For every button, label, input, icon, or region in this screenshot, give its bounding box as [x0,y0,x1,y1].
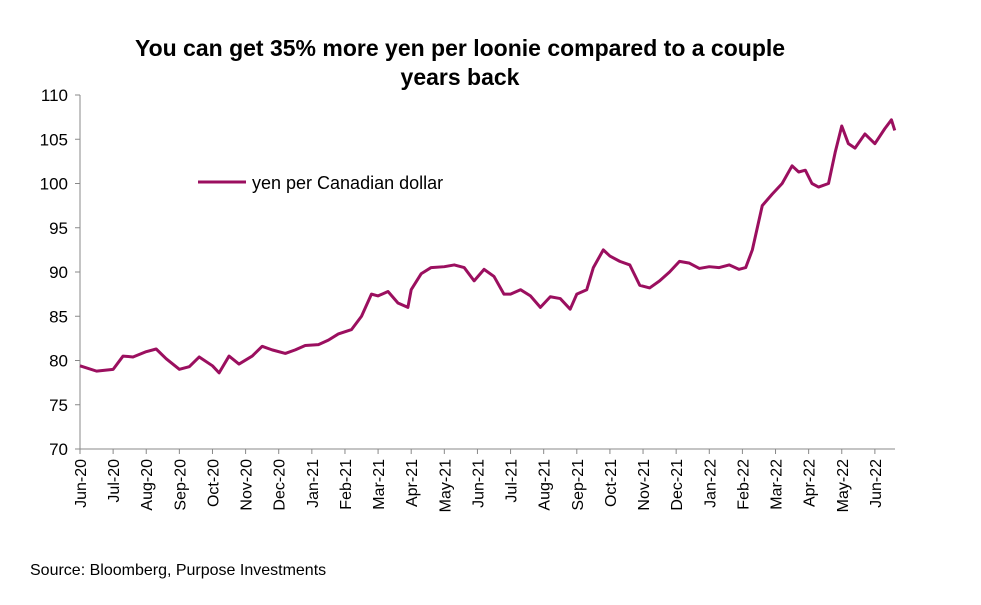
y-tick-label: 105 [40,130,68,149]
x-tick-label: Feb-22 [735,459,752,510]
x-tick-label: Dec-21 [669,459,686,511]
x-tick-label: Aug-21 [537,459,554,511]
x-tick-label: Mar-21 [371,459,388,510]
x-tick-label: May-21 [437,459,454,512]
y-tick-label: 95 [49,219,68,238]
x-tick-label: Apr-21 [404,459,421,507]
legend-label: yen per Canadian dollar [252,173,443,193]
y-tick-label: 75 [49,396,68,415]
x-tick-label: Jul-21 [504,459,521,503]
x-tick-label: Mar-22 [769,459,786,510]
x-tick-label: Oct-21 [603,459,620,507]
source-note: Source: Bloomberg, Purpose Investments [30,562,327,579]
x-tick-label: Sep-20 [172,459,189,511]
series-line [79,118,897,375]
x-tick-label: Jan-22 [702,459,719,508]
y-tick-label: 90 [49,263,68,282]
x-tick-label: Sep-21 [570,459,587,511]
x-tick-label: Jul-20 [106,459,123,503]
x-tick-label: Aug-20 [139,459,156,511]
x-tick-label: Oct-20 [205,459,222,507]
x-tick-label: Nov-21 [636,459,653,511]
y-tick-label: 80 [49,352,68,371]
x-tick-label: Feb-21 [338,459,355,510]
y-tick-label: 70 [49,440,68,459]
x-tick-label: Jun-20 [73,459,90,508]
y-tick-label: 110 [41,86,68,105]
chart-title: You can get 35% more yen per loonie comp… [134,35,786,90]
x-tick-label: Jun-22 [868,459,885,508]
y-tick-label: 85 [49,307,68,326]
x-tick-label: Nov-20 [239,459,256,511]
y-tick-label: 100 [40,175,68,194]
x-tick-label: Dec-20 [272,459,289,511]
x-tick-label: Jun-21 [470,459,487,508]
x-tick-label: Apr-22 [802,459,819,507]
x-tick-label: May-22 [835,459,852,512]
x-tick-label: Jan-21 [305,459,322,508]
